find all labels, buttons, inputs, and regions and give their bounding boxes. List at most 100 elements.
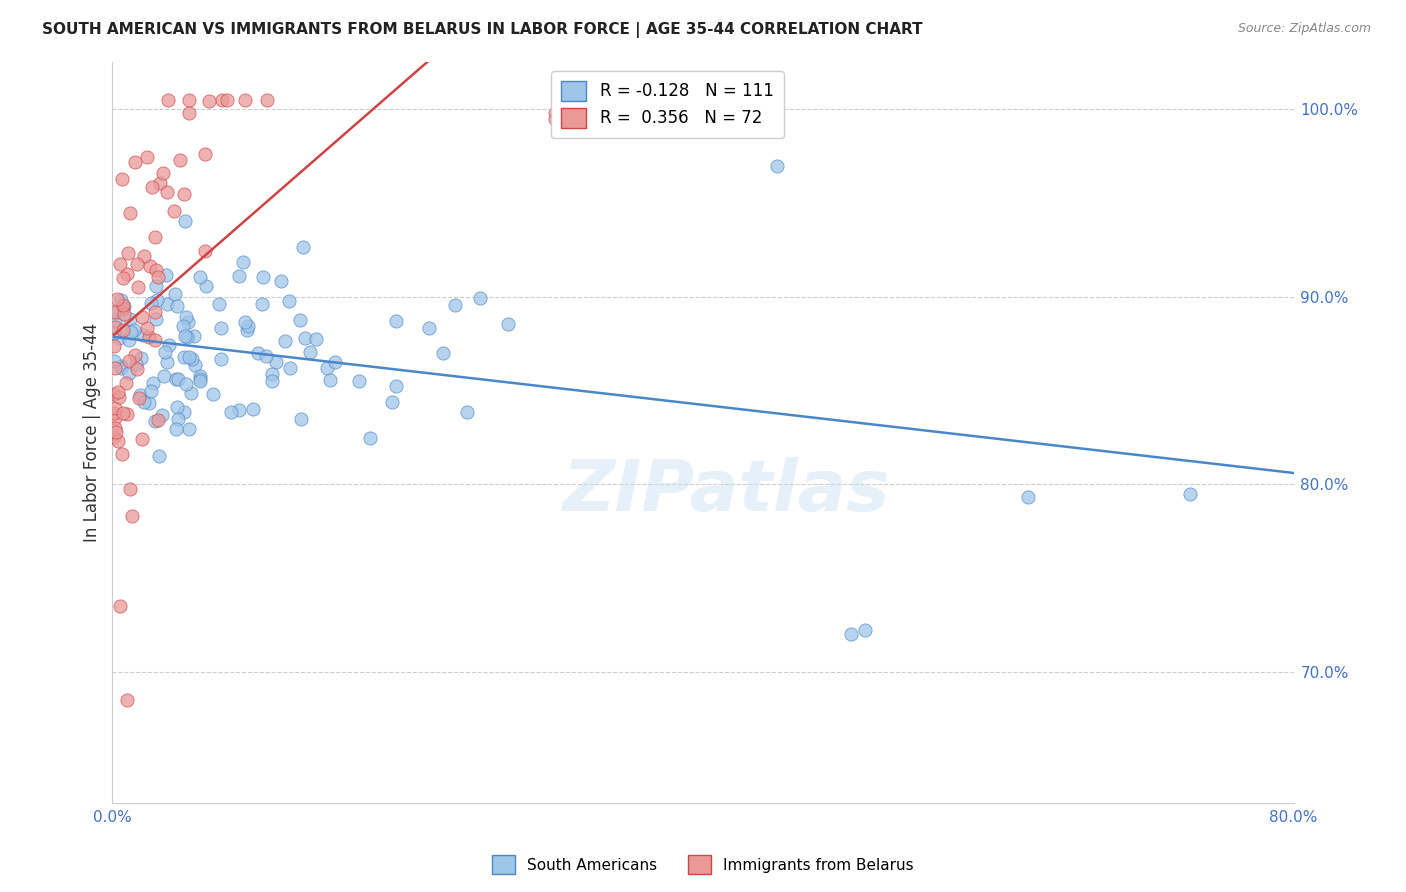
Point — [456, 405, 478, 419]
Point — [236, 319, 259, 334]
Point — [188, 372, 211, 386]
Point — [143, 230, 166, 244]
Point — [118, 311, 141, 326]
Point — [855, 624, 877, 638]
Point — [194, 244, 217, 259]
Point — [228, 269, 250, 284]
Point — [128, 388, 150, 402]
Point — [111, 448, 134, 462]
Point — [201, 387, 224, 401]
Point — [347, 374, 370, 388]
Point — [125, 362, 148, 376]
Point — [131, 432, 153, 446]
Point — [148, 269, 170, 284]
Point — [252, 269, 274, 284]
Point — [139, 295, 162, 310]
Point — [172, 319, 194, 334]
Point — [153, 344, 176, 359]
Point — [105, 425, 128, 439]
Point — [121, 508, 143, 523]
Point — [103, 406, 125, 420]
Point — [156, 185, 179, 199]
Point — [574, 106, 596, 120]
Point — [139, 259, 162, 273]
Point — [125, 357, 148, 371]
Point — [305, 332, 328, 346]
Point — [127, 280, 149, 294]
Point — [104, 411, 127, 425]
Point — [174, 214, 197, 228]
Point — [141, 180, 163, 194]
Point — [166, 299, 188, 313]
Point — [165, 421, 187, 435]
Point — [250, 297, 273, 311]
Point — [766, 159, 789, 173]
Point — [183, 329, 205, 343]
Point — [120, 206, 142, 220]
Point — [104, 421, 127, 435]
Point — [173, 186, 195, 201]
Point — [118, 482, 141, 496]
Point — [839, 627, 862, 641]
Point — [188, 368, 211, 383]
Point — [152, 166, 174, 180]
Point — [166, 400, 188, 414]
Point — [167, 411, 190, 425]
Point — [163, 204, 186, 219]
Point — [262, 374, 284, 388]
Point — [195, 279, 218, 293]
Point — [107, 390, 129, 404]
Point — [103, 305, 125, 319]
Point — [247, 345, 270, 359]
Point — [1017, 490, 1039, 504]
Point — [177, 350, 200, 364]
Point — [117, 246, 139, 260]
Point — [294, 331, 316, 345]
Point — [233, 315, 256, 329]
Point — [384, 314, 406, 328]
Point — [105, 292, 128, 306]
Text: ZIPatlas: ZIPatlas — [562, 458, 890, 526]
Point — [211, 93, 233, 107]
Point — [117, 692, 138, 706]
Point — [177, 315, 200, 329]
Point — [277, 294, 299, 309]
Point — [173, 351, 195, 365]
Point — [104, 320, 127, 334]
Point — [254, 350, 277, 364]
Point — [217, 93, 239, 107]
Point — [323, 355, 346, 369]
Point — [1178, 486, 1201, 500]
Point — [432, 346, 454, 360]
Y-axis label: In Labor Force | Age 35-44: In Labor Force | Age 35-44 — [83, 323, 101, 542]
Point — [108, 331, 131, 345]
Point — [131, 310, 153, 325]
Point — [115, 267, 138, 281]
Point — [156, 93, 179, 107]
Point — [209, 320, 232, 334]
Text: Source: ZipAtlas.com: Source: ZipAtlas.com — [1237, 22, 1371, 36]
Point — [418, 321, 440, 335]
Point — [280, 360, 302, 375]
Point — [262, 368, 284, 382]
Point — [124, 154, 146, 169]
Point — [150, 409, 173, 423]
Point — [104, 401, 127, 416]
Point — [180, 386, 202, 401]
Point — [110, 293, 132, 307]
Point — [132, 328, 155, 343]
Point — [290, 313, 312, 327]
Point — [132, 249, 155, 263]
Point — [290, 412, 312, 426]
Point — [274, 334, 297, 348]
Point — [153, 368, 176, 383]
Point — [143, 304, 166, 318]
Point — [134, 395, 156, 409]
Point — [105, 305, 128, 319]
Point — [291, 240, 314, 254]
Point — [110, 359, 132, 373]
Point — [110, 257, 132, 271]
Point — [176, 330, 198, 344]
Point — [207, 297, 229, 311]
Point — [316, 361, 339, 376]
